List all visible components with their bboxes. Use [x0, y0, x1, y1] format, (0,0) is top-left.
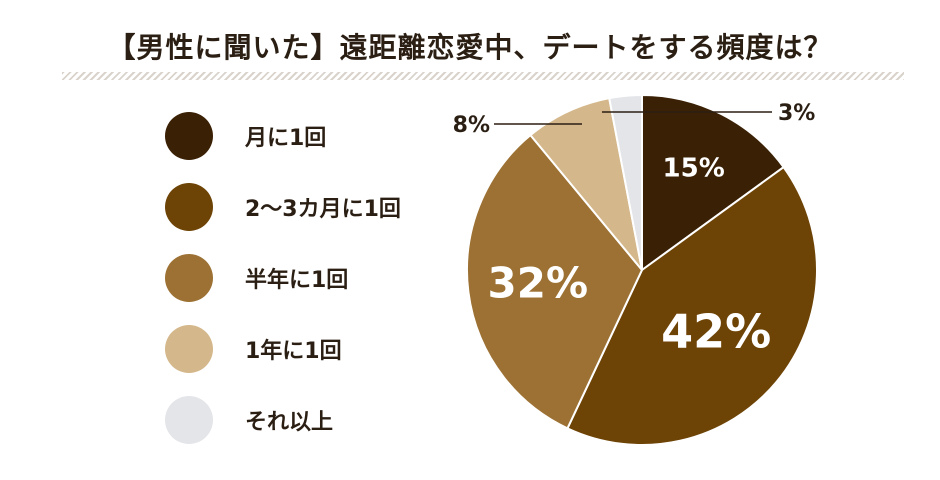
legend-swatch-1: [165, 112, 213, 160]
legend-item-4: 1年に1回: [165, 325, 401, 373]
legend: 月に1回 2〜3カ月に1回 半年に1回 1年に1回 それ以上: [165, 112, 401, 467]
slice-label-4: 8%: [453, 113, 490, 138]
chart-title: 【男性に聞いた】遠距離恋愛中、デートをする頻度は？: [107, 31, 833, 64]
slice-label-5: 3%: [778, 101, 815, 126]
slice-label-1: 15%: [663, 154, 725, 184]
legend-item-2: 2〜3カ月に1回: [165, 183, 401, 231]
slice-label-2: 42%: [661, 304, 771, 358]
legend-swatch-2: [165, 183, 213, 231]
legend-swatch-5: [165, 396, 213, 444]
pie-slice-1: [641, 93, 785, 272]
legend-item-3: 半年に1回: [165, 254, 401, 302]
legend-item-1: 月に1回: [165, 112, 401, 160]
legend-swatch-3: [165, 254, 213, 302]
pie-slice-5: [608, 93, 643, 271]
legend-label-3: 半年に1回: [245, 268, 349, 293]
legend-label-4: 1年に1回: [245, 339, 342, 364]
pie-slice-2: [566, 165, 818, 446]
slice-label-3: 32%: [488, 259, 589, 308]
legend-label-2: 2〜3カ月に1回: [245, 197, 401, 222]
pie-slice-3: [466, 133, 644, 430]
legend-swatch-4: [165, 325, 213, 373]
legend-label-1: 月に1回: [245, 126, 327, 151]
title-underline: [62, 72, 904, 80]
legend-item-5: それ以上: [165, 396, 401, 444]
legend-label-5: それ以上: [245, 410, 334, 435]
